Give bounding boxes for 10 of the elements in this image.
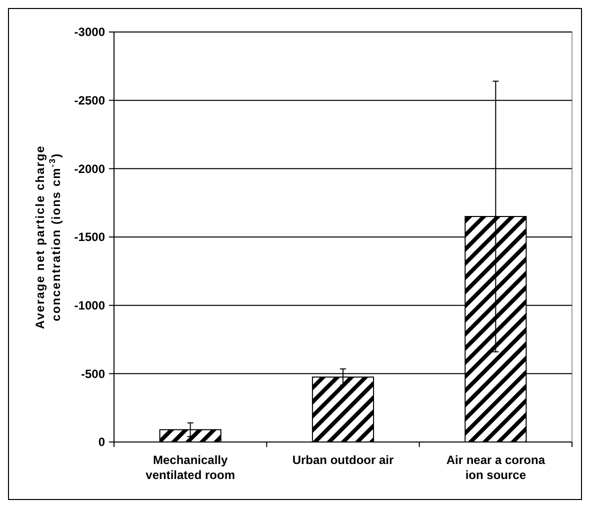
x-tick-label: Air near a corona ion source [446, 453, 546, 482]
y-tick-label: -2000 [74, 162, 106, 176]
x-tick-label: Urban outdoor air [292, 453, 394, 467]
x-tick-label: Mechanically ventilated room [146, 453, 236, 482]
y-tick-label: 0 [98, 435, 106, 450]
y-tick-label: -1500 [74, 230, 106, 244]
y-tick-label: -500 [80, 366, 106, 381]
y-tick-label: -1000 [74, 298, 106, 313]
y-tick-label: -3000 [74, 25, 106, 40]
y-tick-label: -2500 [74, 94, 106, 108]
